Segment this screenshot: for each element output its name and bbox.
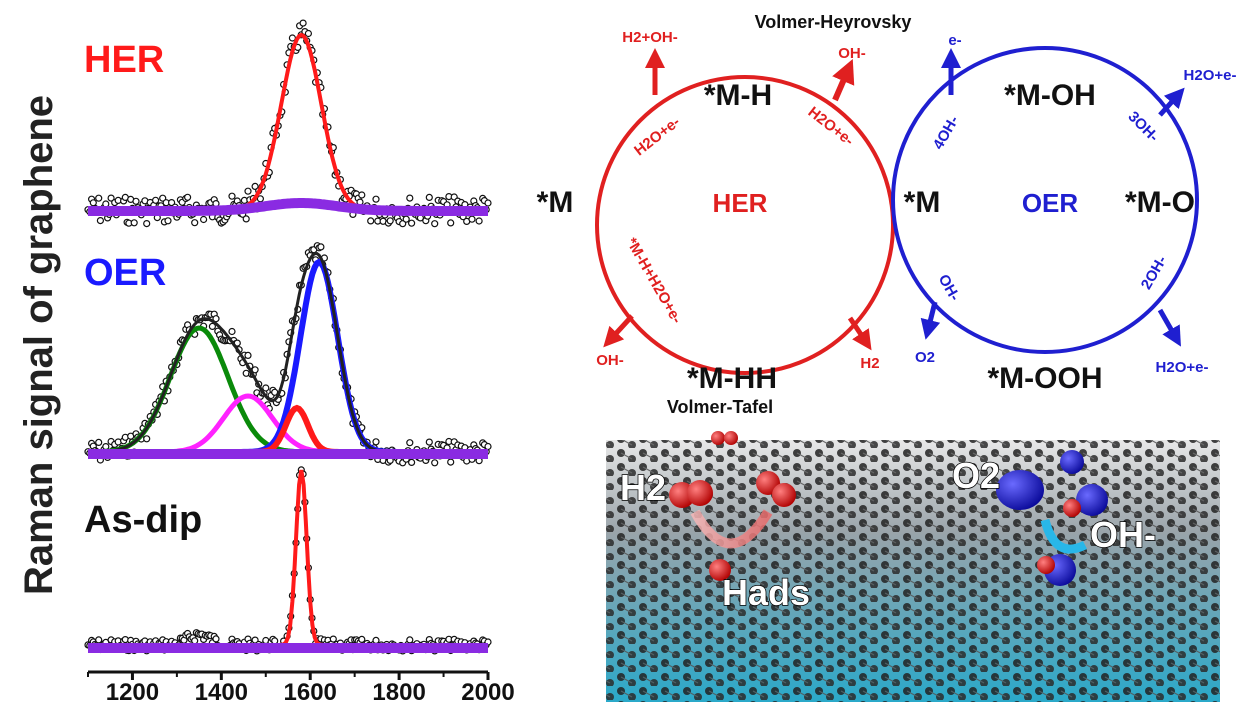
oer-cycle-circle <box>891 46 1199 354</box>
hads-atom <box>709 559 731 581</box>
oh-arc <box>1040 518 1088 554</box>
x-tick-label: 1200 <box>106 679 159 703</box>
oer-product-top-right: H2O+e- <box>1184 67 1237 84</box>
h2-molecule-right <box>756 471 796 507</box>
her-species-mhh: *M-HH <box>687 362 777 395</box>
oer-product-bottom-left: O2 <box>915 349 935 366</box>
her-center-label: HER <box>713 188 768 218</box>
x-tick-label: 1600 <box>284 679 337 703</box>
oer-spectrum-label: OER <box>84 252 166 294</box>
graphene-lattice <box>606 440 1220 702</box>
oer-species-m: *M <box>904 186 941 219</box>
h2-molecule-left <box>669 480 713 508</box>
oer-product-top-left: e- <box>948 32 961 49</box>
her-cycle-circle <box>595 75 895 375</box>
as-dip-fit-curve <box>88 469 488 647</box>
her-arrow-bottom-left <box>603 314 634 348</box>
her-arrow-top-right <box>832 58 855 102</box>
x-tick-label: 1800 <box>372 679 425 703</box>
oh-label: OH- <box>1090 514 1156 555</box>
oer-inner-lower-right: 2OH- <box>1138 253 1171 293</box>
oer-arrow-top-right <box>1158 87 1185 117</box>
her-product-top-left: H2+OH- <box>622 29 677 46</box>
oer-arrow-bottom-right <box>1157 308 1181 347</box>
hads-label: Hads <box>722 572 810 613</box>
her-baseline <box>88 198 488 216</box>
o2-molecule <box>996 450 1084 510</box>
her-product-bottom-left: OH- <box>596 352 624 369</box>
oer-arrow-bottom-left <box>920 301 941 340</box>
her-spectrum-label: HER <box>84 39 164 81</box>
oer-species-mooh: *M-OOH <box>988 362 1103 395</box>
oh-molecule-lower <box>1037 554 1076 586</box>
her-species-mh: *M-H <box>704 79 772 112</box>
oer-species-moh: *M-OH <box>1004 79 1096 112</box>
her-inner-lower-left: *M-H+H2O+e- <box>623 235 686 327</box>
x-tick-label: 2000 <box>461 679 514 703</box>
h2-label: H2 <box>620 467 666 508</box>
spectra-curves <box>84 19 492 655</box>
oer-inner-upper-left: 4OH- <box>930 113 963 153</box>
raman-spectra-panel: Raman signal of graphene HER OER As-dip … <box>17 19 515 703</box>
x-axis-ticks: 1200 1400 1600 1800 2000 <box>87 672 515 703</box>
as-dip-scatter-points <box>84 466 492 655</box>
her-arrow-bottom-right <box>847 316 872 351</box>
her-inner-upper-right: H2O+e- <box>805 103 857 149</box>
surface-illustration: H2 Hads O2 OH- <box>606 431 1220 702</box>
oer-species-mo: *M-O <box>1125 186 1195 219</box>
y-axis-label: Raman signal of graphene <box>17 95 61 595</box>
mechanism-volmer-tafel: Volmer-Tafel <box>667 397 773 417</box>
oer-center-label: OER <box>1022 188 1079 218</box>
as-dip-spectrum-label: As-dip <box>84 499 202 541</box>
o2-label: O2 <box>952 455 1000 496</box>
oer-d-band-fit <box>88 325 488 455</box>
oer-inner-upper-right: 3OH- <box>1124 108 1161 145</box>
oer-inner-lower-left: OH- <box>935 272 963 304</box>
oh-molecule-upper <box>1063 484 1108 517</box>
floating-h2-molecule <box>711 431 738 445</box>
hads-arc <box>690 509 773 549</box>
oer-product-bottom-right: H2O+e- <box>1156 359 1209 376</box>
her-product-top-right: OH- <box>838 45 866 62</box>
cycle-diagram: Volmer-Heyrovsky Volmer-Tafel HER OER *M… <box>537 12 1237 417</box>
her-species-m: *M <box>537 186 574 219</box>
her-product-bottom-right: H2 <box>860 355 879 372</box>
x-tick-label: 1400 <box>195 679 248 703</box>
mechanism-volmer-heyrovsky: Volmer-Heyrovsky <box>755 12 912 32</box>
